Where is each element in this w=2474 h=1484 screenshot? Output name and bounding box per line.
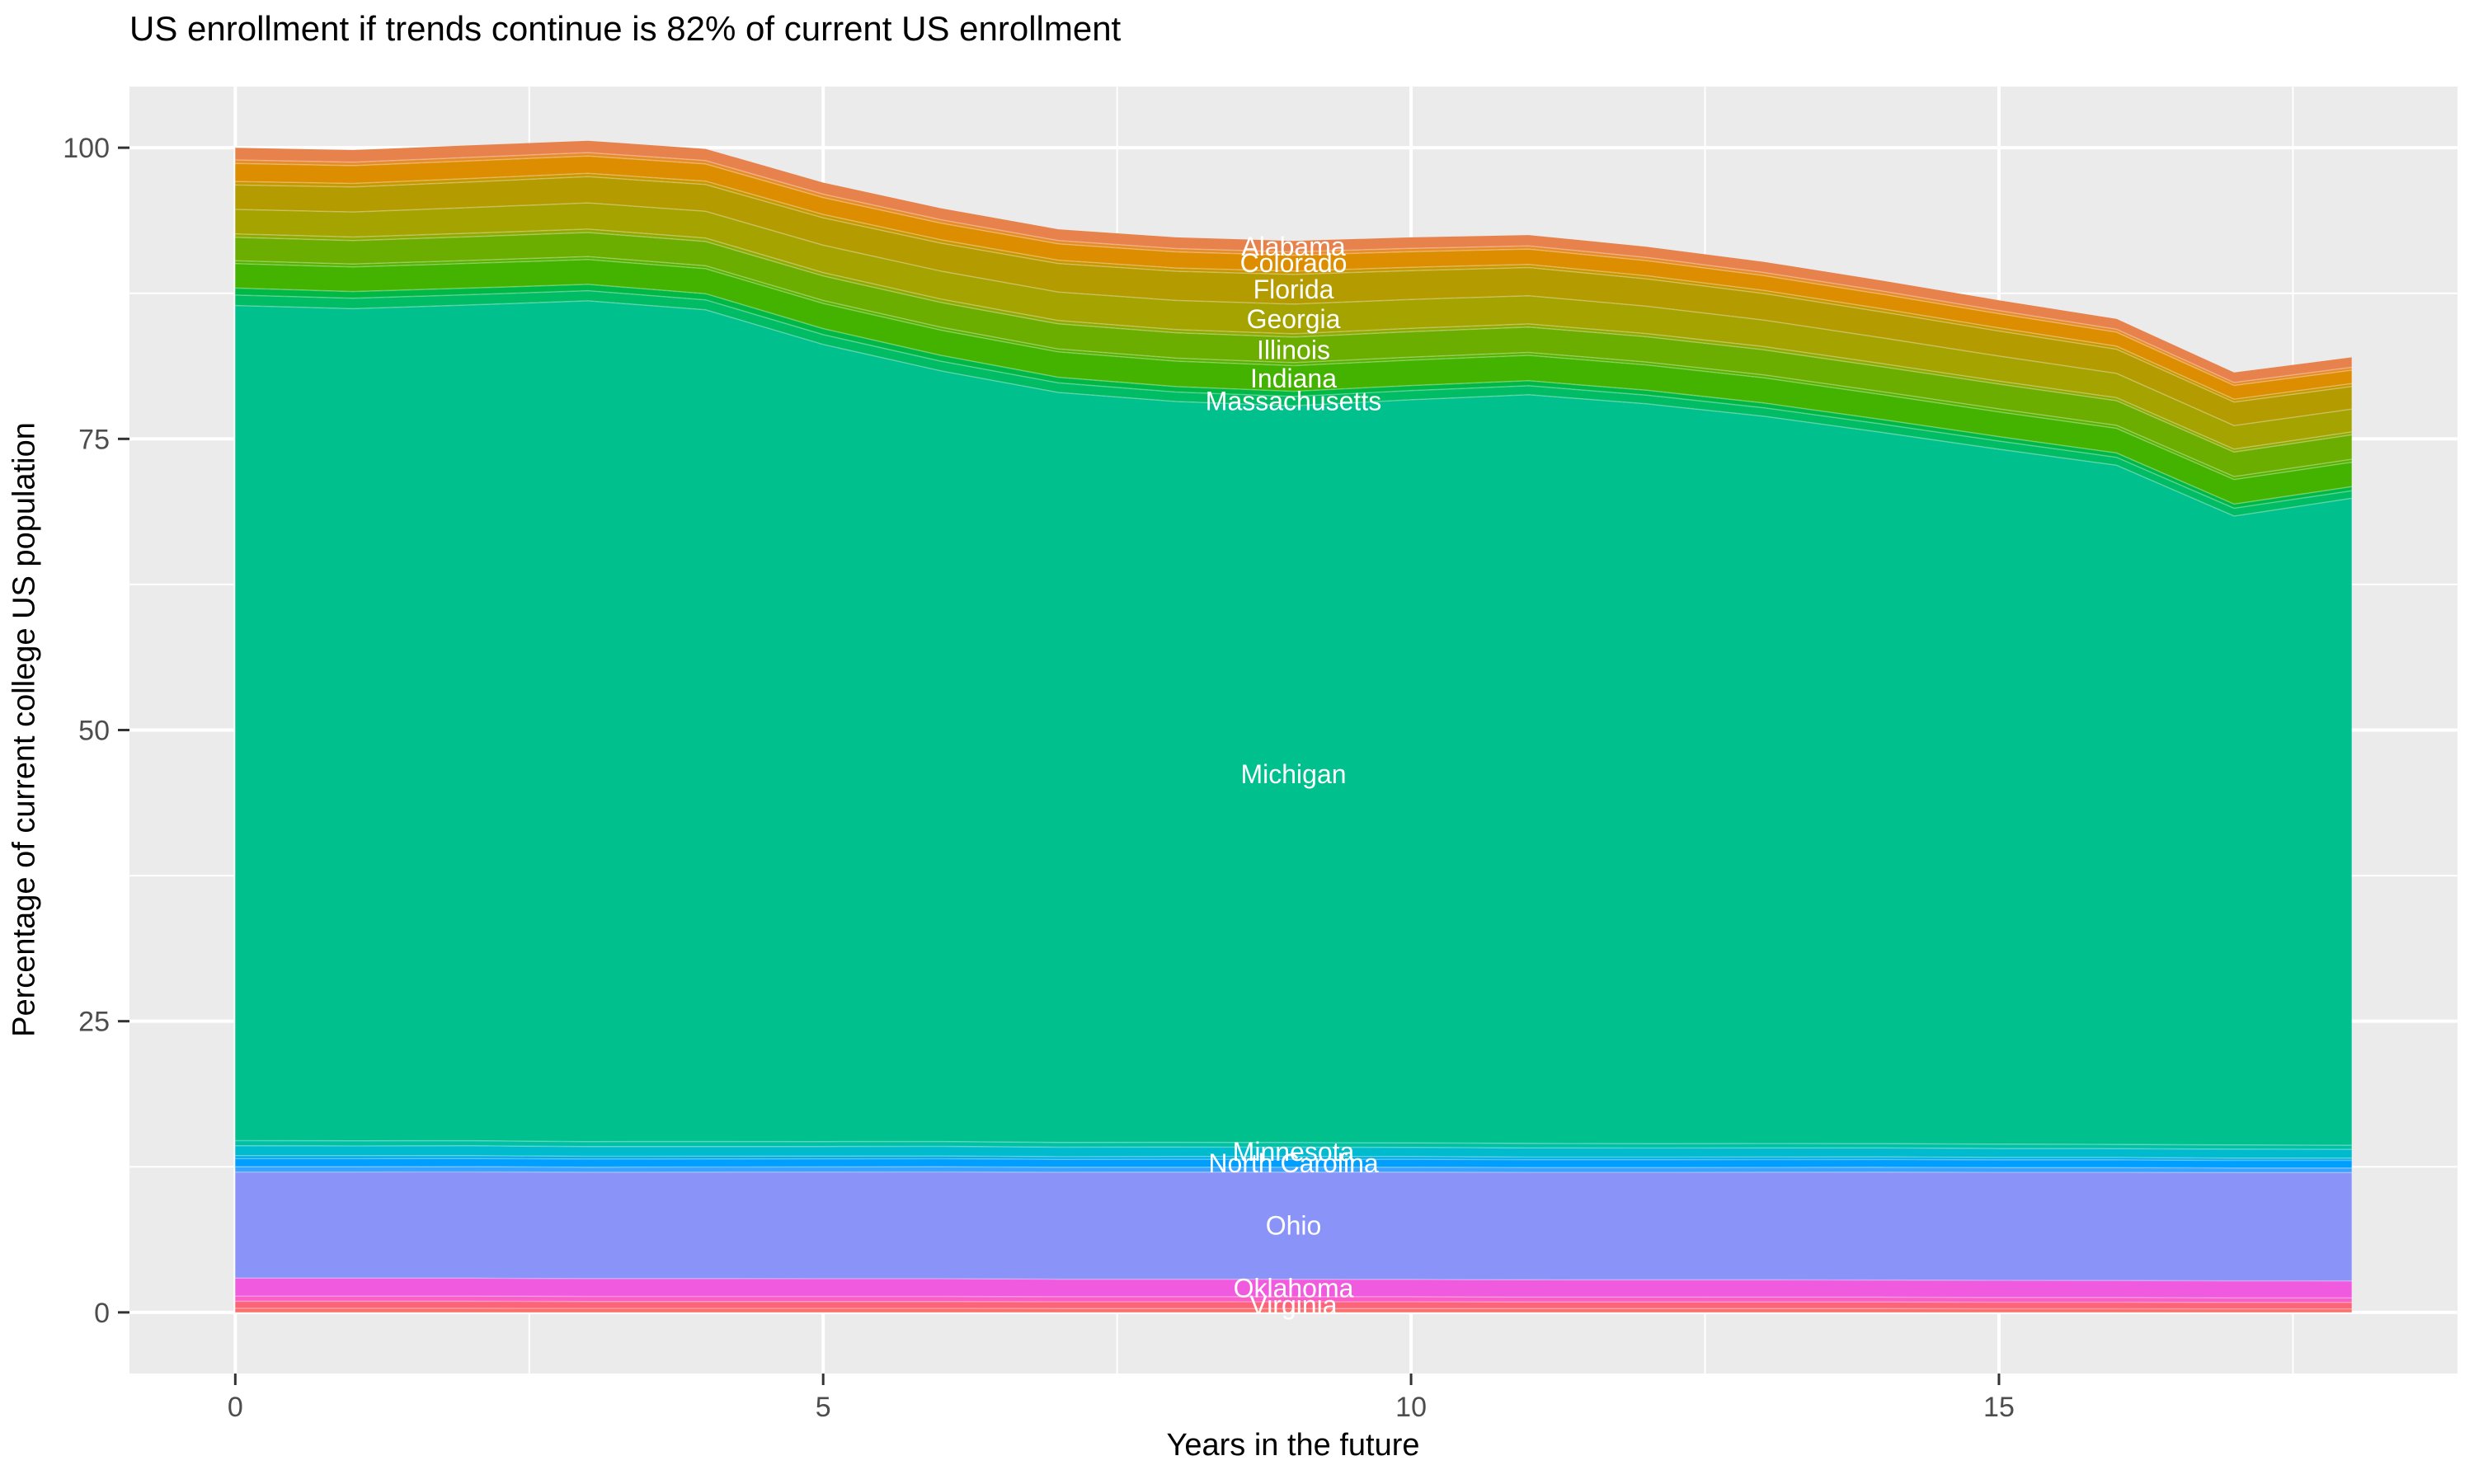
area-indiana [235, 259, 2352, 505]
area-north-carolina [235, 1158, 2352, 1168]
band-label-north-carolina: North Carolina [1208, 1148, 1379, 1178]
area-michigan [235, 300, 2352, 1146]
area-minor-5 [235, 284, 2352, 509]
band-edge-minor-5 [235, 284, 2352, 505]
band-label-minnesota: Minnesota [1233, 1137, 1355, 1167]
x-tick-label-15: 15 [1983, 1392, 2015, 1423]
band-edge-oklahoma [235, 1277, 2352, 1282]
band-edge-minor-2 [235, 172, 2352, 400]
area-georgia [235, 203, 2352, 449]
band-label-indiana: Indiana [1250, 364, 1337, 393]
area-minor-9 [235, 1296, 2352, 1303]
x-tick-label-10: 10 [1395, 1392, 1427, 1423]
area-minor-6 [235, 1140, 2352, 1150]
band-edge-georgia [235, 202, 2352, 426]
band-edge-minor-8 [235, 1166, 2352, 1169]
area-minnesota [235, 1145, 2352, 1158]
area-oklahoma [235, 1278, 2352, 1298]
band-edge-minor-9 [235, 1295, 2352, 1298]
band-label-oklahoma: Oklahoma [1234, 1273, 1354, 1303]
band-edge-minor-3 [235, 228, 2352, 450]
band-edge-minor-6 [235, 1139, 2352, 1146]
area-illinois [235, 232, 2352, 477]
band-edge-illinois [235, 232, 2352, 453]
y-tick-label-0: 0 [94, 1298, 110, 1329]
plot-title: US enrollment if trends continue is 82% … [129, 9, 1122, 48]
y-axis-title: Percentage of current college US populat… [7, 422, 42, 1037]
area-minor-7 [235, 1155, 2352, 1161]
band-label-florida: Florida [1253, 275, 1334, 304]
band-label-alabama: Alabama [1241, 232, 1346, 261]
band-label-virginia: Virginia [1249, 1290, 1337, 1320]
y-tick-label-75: 75 [78, 424, 110, 455]
area-minor-8 [235, 1167, 2352, 1173]
area-florida [235, 176, 2352, 426]
area-virginia [235, 1301, 2352, 1309]
band-edge-minor-10 [235, 1308, 2352, 1310]
band-edge-virginia [235, 1300, 2352, 1303]
area-massachusetts [235, 290, 2352, 516]
band-edge-north-carolina [235, 1158, 2352, 1162]
band-label-ohio: Ohio [1266, 1211, 1322, 1241]
band-edge-minor-4 [235, 256, 2352, 477]
band-edge-minor-7 [235, 1154, 2352, 1159]
x-axis-title: Years in the future [1166, 1428, 1420, 1463]
y-tick-label-100: 100 [63, 133, 110, 164]
band-label-georgia: Georgia [1247, 304, 1341, 334]
band-label-illinois: Illinois [1257, 335, 1330, 364]
x-tick-label-5: 5 [816, 1392, 831, 1423]
band-edge-michigan [235, 300, 2352, 517]
band-edge-florida [235, 176, 2352, 403]
band-edge-minor-1 [235, 152, 2352, 383]
band-edge-indiana [235, 259, 2352, 481]
y-tick-label-25: 25 [78, 1007, 110, 1038]
band-label-massachusetts: Massachusetts [1206, 387, 1381, 416]
x-tick-label-0: 0 [228, 1392, 243, 1423]
band-edge-ohio [235, 1171, 2352, 1174]
area-minor-10 [235, 1308, 2352, 1313]
band-edge-massachusetts [235, 289, 2352, 510]
area-ohio [235, 1172, 2352, 1281]
band-label-colorado: Colorado [1240, 248, 1348, 278]
y-tick-label-50: 50 [78, 716, 110, 747]
band-edge-colorado [235, 155, 2352, 387]
band-label-michigan: Michigan [1240, 759, 1346, 789]
band-edge-minnesota [235, 1145, 2352, 1150]
